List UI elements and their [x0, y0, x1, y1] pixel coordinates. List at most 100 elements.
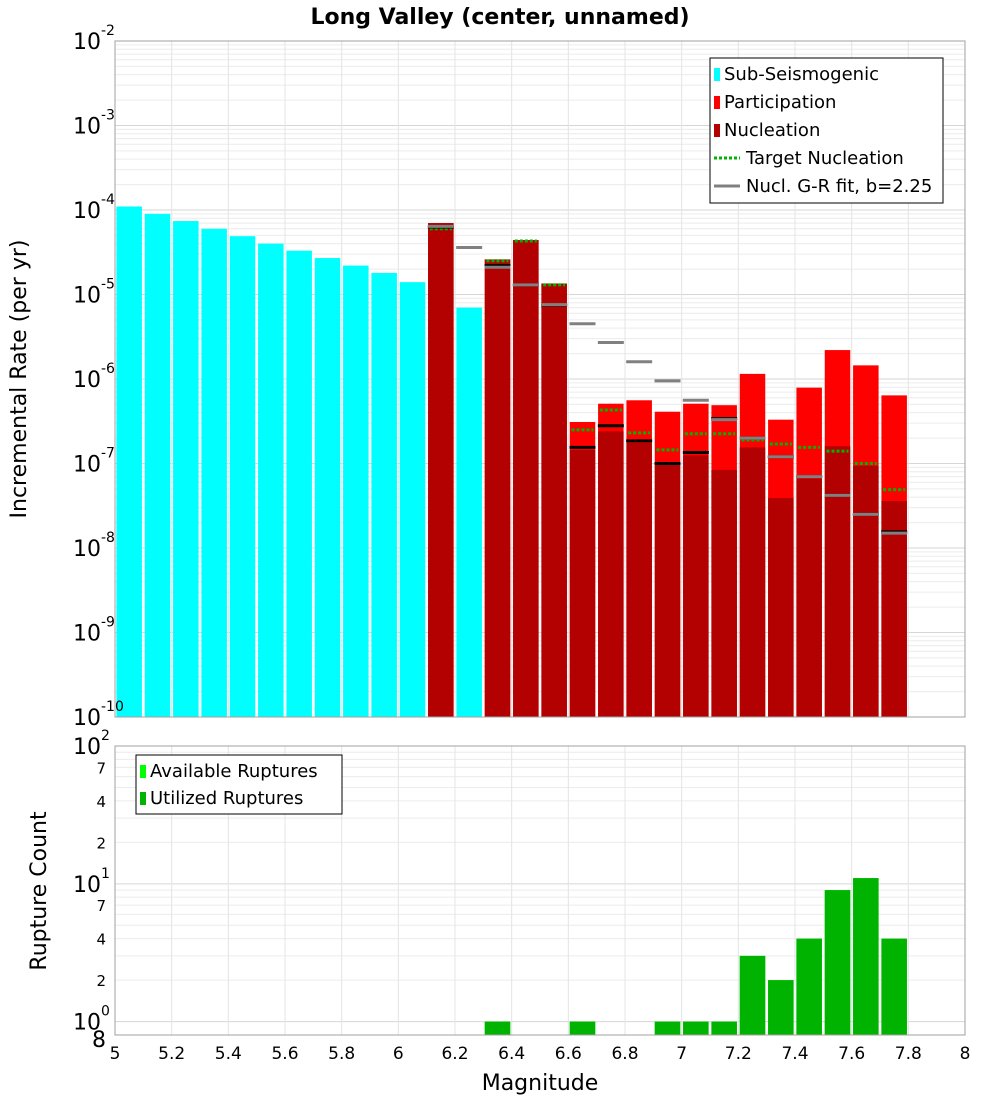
rate-y-tick-exponent: -6: [101, 361, 115, 377]
utilized-ruptures-bar: [881, 938, 907, 1035]
nucleation-bar: [768, 498, 794, 717]
nucleation-bar: [796, 478, 822, 717]
count-y-tick-exponent: 2: [101, 728, 110, 744]
utilized-ruptures-bar: [768, 980, 794, 1035]
nucleation-bar: [626, 442, 652, 717]
magnitude-tick-label: 6: [393, 1044, 404, 1064]
nucleation-bar: [598, 431, 624, 717]
nucleation-bar: [513, 240, 539, 718]
rate-plot-border: [114, 40, 966, 718]
count-y-tick-label: 102: [73, 728, 110, 760]
magnitude-tick-label: 5.6: [271, 1044, 298, 1064]
nucleation-bar: [853, 465, 879, 717]
magnitude-tick-label: 5.2: [158, 1044, 185, 1064]
count-plot-border: [114, 745, 966, 1036]
magnitude-tick-label: 6.2: [441, 1044, 468, 1064]
sub-seismogenic-bar: [343, 265, 369, 717]
rate-markers: [427, 224, 908, 535]
rate-y-tick-label: 10-4: [73, 192, 115, 224]
count-y-tick-label: 2: [96, 972, 106, 990]
count-y-tick-base: 10: [73, 873, 101, 898]
utilized-ruptures-bar: [654, 1021, 681, 1035]
count-y-tick-base: 10: [73, 1011, 101, 1036]
nucl-g-r-fit-b-2-25-legend-label: Nucl. G-R fit, b=2.25: [746, 176, 932, 197]
utilized-ruptures-legend-swatch: [140, 792, 146, 805]
count-y-tick-label: 100: [73, 1004, 110, 1036]
magnitude-tick-label: 8: [960, 1044, 971, 1064]
chart-title: Long Valley (center, unnamed): [310, 5, 689, 30]
rate-y-tick-base: 10: [73, 537, 101, 562]
count-bars: [484, 878, 907, 1035]
rate-y-tick-base: 10: [73, 30, 101, 55]
rate-grid: [114, 41, 966, 718]
rate-y-tick-base: 10: [73, 199, 101, 224]
rate-y-tick-label: 10-3: [73, 108, 115, 140]
rate-y-tick-base: 10: [73, 706, 101, 731]
rate-y-tick-exponent: -3: [101, 108, 115, 124]
rate-y-tick-exponent: -7: [101, 446, 115, 462]
count-y-axis-title: Rupture Count: [27, 811, 52, 971]
count-y-tick-label: 2: [96, 834, 106, 852]
rate-y-tick-label: 10-8: [73, 530, 115, 562]
rate-legend: Sub-Seismogenic Participation Nucleation Ta…: [709, 57, 944, 204]
rate-y-tick-base: 10: [73, 284, 101, 309]
count-y-tick-label: 8: [92, 1028, 106, 1053]
sub-seismogenic-bar: [201, 228, 227, 717]
rate-y-tick-exponent: -10: [101, 699, 124, 715]
nucleation-bar: [541, 283, 567, 717]
count-grid: [114, 746, 966, 1035]
sub-seismogenic-bar: [144, 213, 171, 717]
rate-y-tick-label: 10-2: [73, 23, 115, 55]
nucleation-bar: [881, 500, 907, 717]
rate-y-tick-base: 10: [73, 453, 101, 478]
count-y-tick-label: 7: [96, 897, 106, 915]
sub-seismogenic-bar: [258, 243, 284, 718]
rate-y-tick-exponent: -5: [101, 277, 115, 293]
magnitude-tick-label: 7.4: [781, 1044, 808, 1064]
count-y-tick-label: 7: [96, 759, 106, 777]
target-nucleation-legend-label: Target Nucleation: [745, 148, 904, 169]
sub-seismogenic-bar: [456, 307, 482, 717]
magnitude-tick-label: 6.4: [498, 1044, 525, 1064]
magnitude-tick-label: 5: [110, 1044, 121, 1064]
rate-y-tick-label: 10-10: [73, 699, 124, 731]
available-ruptures-legend-label: Available Ruptures: [150, 761, 318, 782]
sub-seismogenic-bar: [173, 221, 199, 717]
rate-legend-box: [709, 57, 944, 204]
nucleation-bar: [654, 464, 681, 717]
utilized-ruptures-bar: [853, 878, 879, 1035]
nucleation-bar: [824, 446, 851, 717]
nucleation-legend-swatch: [714, 124, 720, 137]
count-y-tick-label: 101: [73, 866, 110, 898]
nucleation-bar: [428, 223, 454, 717]
magnitude-tick-label: 7.6: [838, 1044, 865, 1064]
sub-seismogenic-bar: [399, 282, 426, 717]
nucleation-bar: [711, 469, 737, 717]
magnitude-x-axis-title: Magnitude: [482, 1071, 599, 1096]
utilized-ruptures-bar: [711, 1021, 737, 1035]
rate-y-tick-exponent: -9: [101, 615, 115, 631]
magnitude-tick-label: 6.6: [555, 1044, 582, 1064]
rate-y-tick-base: 10: [73, 622, 101, 647]
participation-legend-swatch: [714, 96, 720, 109]
magnitude-tick-label: 6.8: [611, 1044, 638, 1064]
magnitude-tick-label: 5.4: [215, 1044, 242, 1064]
nucleation-legend-label: Nucleation: [724, 120, 820, 141]
rate-y-tick-label: 10-5: [73, 277, 115, 309]
rate-y-tick-base: 10: [73, 115, 101, 140]
utilized-ruptures-bar: [683, 1021, 709, 1035]
count-y-tick-exponent: 0: [101, 1004, 110, 1020]
magnitude-tick-label: 7.2: [725, 1044, 752, 1064]
count-y-tick-base: 10: [73, 735, 101, 760]
utilized-ruptures-bar: [569, 1021, 596, 1035]
magnitude-x-ticks: 5 5.2 5.4 5.6 5.8 6 6.2 6.4 6.6 6.8 7 7.2 7.4 7.6 7.8 8: [110, 1044, 971, 1064]
count-legend-box: [135, 754, 343, 815]
sub-seismogenic-bar: [286, 250, 312, 717]
sub-seismogenic-legend-swatch: [714, 68, 720, 81]
rate-y-tick-label: 10-7: [73, 446, 115, 478]
